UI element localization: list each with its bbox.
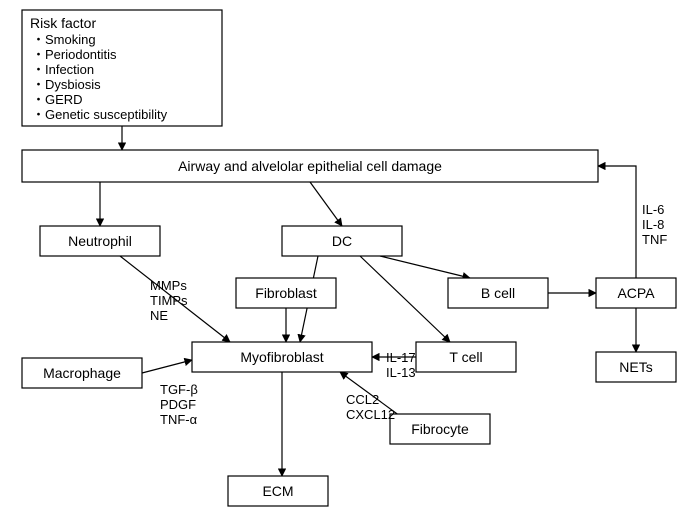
edge-label-mmps: MMPs <box>150 278 187 293</box>
node-label-ecm: ECM <box>262 483 293 499</box>
edge-label-ccl2: CXCL12 <box>346 407 395 422</box>
node-label-neutrophil: Neutrophil <box>68 233 132 249</box>
edge-label-il6: TNF <box>642 232 667 247</box>
edge-label-il17: IL-17 <box>386 350 416 365</box>
risk-factor-item: ・Smoking <box>32 32 96 47</box>
edge-dc-to-bcell <box>380 256 470 278</box>
risk-factor-item: ・Periodontitis <box>32 47 117 62</box>
risk-factor-item: ・Genetic susceptibility <box>32 107 168 122</box>
edge-label-tgf: TNF-α <box>160 412 198 427</box>
edge-macrophage-to-myo <box>142 360 192 373</box>
edge-label-mmps: TIMPs <box>150 293 188 308</box>
edge-dc-to-tcell <box>360 256 450 342</box>
edge-label-il6: IL-6 <box>642 202 664 217</box>
risk-factor-item: ・Infection <box>32 62 94 77</box>
edge-label-il17: IL-13 <box>386 365 416 380</box>
node-label-nets: NETs <box>619 359 652 375</box>
node-label-macrophage: Macrophage <box>43 365 121 381</box>
edge-label-tgf: TGF-β <box>160 382 198 397</box>
risk-factor-item: ・GERD <box>32 92 83 107</box>
node-label-acpa: ACPA <box>617 285 655 301</box>
edge-label-tgf: PDGF <box>160 397 196 412</box>
node-label-airway: Airway and alvelolar epithelial cell dam… <box>178 158 442 174</box>
edge-label-il6: IL-8 <box>642 217 664 232</box>
edge-acpa-to-airway <box>598 166 636 278</box>
node-label-tcell: T cell <box>449 349 482 365</box>
node-label-fibroblast: Fibroblast <box>255 285 317 301</box>
node-label-dc: DC <box>332 233 352 249</box>
risk-factor-item: ・Dysbiosis <box>32 77 101 92</box>
edge-airway-to-dc <box>310 182 342 226</box>
text-label: Risk factor <box>30 15 96 31</box>
edge-label-mmps: NE <box>150 308 168 323</box>
edge-label-ccl2: CCL2 <box>346 392 379 407</box>
node-label-fibrocyte: Fibrocyte <box>411 421 469 437</box>
node-label-myo: Myofibroblast <box>240 349 323 365</box>
node-label-bcell: B cell <box>481 285 515 301</box>
